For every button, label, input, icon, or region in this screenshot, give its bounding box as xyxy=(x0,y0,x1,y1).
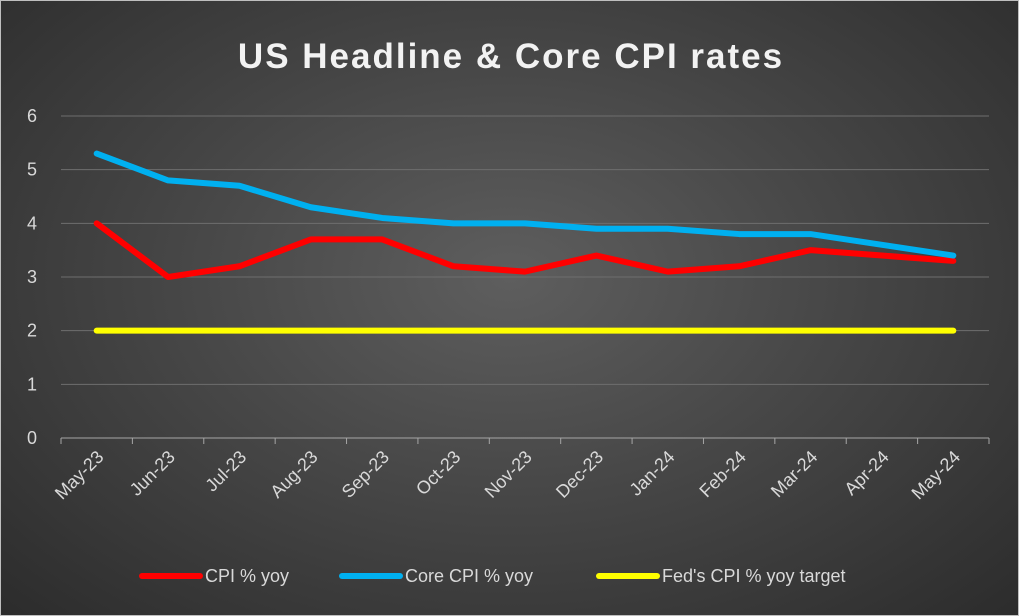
legend-label: CPI % yoy xyxy=(205,566,289,586)
y-tick-label: 0 xyxy=(27,428,37,448)
x-tick-label: Apr-24 xyxy=(840,447,892,499)
x-tick-label: Jan-24 xyxy=(626,447,679,500)
series-line-1 xyxy=(93,150,957,259)
legend-label: Fed's CPI % yoy target xyxy=(662,566,846,586)
x-tick-label: Nov-23 xyxy=(481,447,536,502)
series-line-0 xyxy=(93,220,957,280)
x-tick-label: Sep-23 xyxy=(338,447,393,502)
x-tick-label: Dec-23 xyxy=(552,447,607,502)
legend-label: Core CPI % yoy xyxy=(405,566,533,586)
y-tick-label: 4 xyxy=(27,213,37,233)
y-tick-label: 1 xyxy=(27,374,37,394)
y-tick-label: 2 xyxy=(27,321,37,341)
x-tick-label: Mar-24 xyxy=(767,447,821,501)
y-tick-label: 5 xyxy=(27,160,37,180)
x-tick-label: May-24 xyxy=(908,447,965,504)
x-tick-label: May-23 xyxy=(51,447,108,504)
chart-title: US Headline & Core CPI rates xyxy=(238,37,784,76)
y-tick-label: 6 xyxy=(27,106,37,126)
x-tick-label: Feb-24 xyxy=(696,447,750,501)
y-tick-label: 3 xyxy=(27,267,37,287)
x-tick-label: Jun-23 xyxy=(126,447,179,500)
x-tick-label: Jul-23 xyxy=(201,447,250,496)
x-tick-label: Aug-23 xyxy=(266,447,321,502)
x-tick-label: Oct-23 xyxy=(412,447,464,499)
